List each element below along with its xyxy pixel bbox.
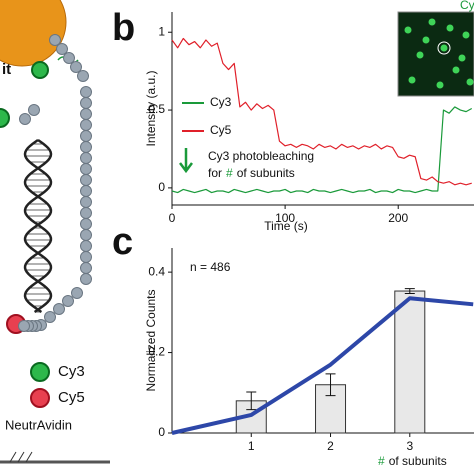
bead xyxy=(44,311,56,323)
annotation: n = 486 xyxy=(190,260,231,274)
inset-label: Cy3 xyxy=(460,0,474,12)
annotation-arrow xyxy=(179,148,193,174)
annotation-part: # xyxy=(226,166,233,180)
bead xyxy=(80,229,92,241)
inset-marker xyxy=(437,41,451,55)
legend-cy3 xyxy=(30,362,50,382)
bead xyxy=(80,185,92,197)
cy3-dye xyxy=(31,61,49,79)
inset-spot xyxy=(462,31,470,39)
x-tick-label: 2 xyxy=(327,439,334,453)
bead xyxy=(80,119,92,131)
x-label-part: # xyxy=(378,454,385,468)
panel-label: c xyxy=(112,221,133,263)
bead xyxy=(18,320,30,332)
inset-spot xyxy=(440,44,448,52)
error-bar xyxy=(246,391,257,411)
inset-spot xyxy=(422,36,430,44)
bead xyxy=(80,240,92,252)
trace xyxy=(171,106,473,194)
error-bar xyxy=(325,373,336,397)
y-tick-label: 0 xyxy=(158,180,165,194)
legend-label: Cy3 xyxy=(58,363,85,380)
surface-label: NeutrAvidin xyxy=(5,417,72,432)
inset-spot xyxy=(428,18,436,26)
inset-spot xyxy=(452,66,460,74)
annotation-part: of subunits xyxy=(237,166,295,180)
bead xyxy=(80,262,92,274)
y-axis-label: Intensity (a.u.) xyxy=(144,70,158,146)
panel-label: b xyxy=(112,7,135,49)
bead xyxy=(71,287,83,299)
bead xyxy=(80,174,92,186)
y-tick-label: 0.4 xyxy=(148,264,165,278)
x-axis-label: Time (s) xyxy=(264,219,308,233)
bead xyxy=(80,163,92,175)
annotation: for # of subunits xyxy=(208,166,295,180)
bead xyxy=(80,141,92,153)
anchor xyxy=(9,451,33,463)
bead xyxy=(19,113,31,125)
model-line xyxy=(171,296,474,435)
cy3-dye xyxy=(0,108,10,128)
bead xyxy=(56,43,68,55)
bead xyxy=(80,130,92,142)
x-axis-label: # of subunits xyxy=(378,454,447,468)
inset-spot xyxy=(408,76,416,84)
inset-spot xyxy=(446,24,454,32)
y-axis-label: Normalized Counts xyxy=(144,289,158,391)
bead xyxy=(80,251,92,263)
subunit-label: it xyxy=(2,61,11,78)
bead xyxy=(80,218,92,230)
diagram: it Cy3 Cy5 NeutrAvidin xyxy=(0,0,110,464)
annotation: Cy3 photobleaching xyxy=(208,149,314,163)
error-bar xyxy=(404,288,415,294)
x-tick-label: 100 xyxy=(275,211,295,225)
legend-label: Cy5 xyxy=(210,123,232,137)
legend-cy5 xyxy=(30,388,50,408)
bead xyxy=(80,207,92,219)
trace xyxy=(171,37,472,186)
x-tick-label: 0 xyxy=(169,211,176,225)
x-label-part: of subunits xyxy=(389,454,447,468)
bead xyxy=(77,70,89,82)
bead xyxy=(80,86,92,98)
x-tick-label: 1 xyxy=(248,439,255,453)
inset-spot xyxy=(416,51,424,59)
annotation-part: for xyxy=(208,166,222,180)
bead xyxy=(53,303,65,315)
x-tick-label: 200 xyxy=(388,211,408,225)
inset-spot xyxy=(436,81,444,89)
bead xyxy=(80,108,92,120)
y-tick-label: 0.5 xyxy=(148,102,165,116)
bead xyxy=(70,61,82,73)
bead xyxy=(28,104,40,116)
bead xyxy=(49,34,61,46)
bead xyxy=(62,295,74,307)
inset-image xyxy=(397,11,474,97)
y-tick-label: 0.2 xyxy=(148,345,165,359)
legend-label: Cy3 xyxy=(210,95,232,109)
y-tick-label: 1 xyxy=(158,24,165,38)
inset-spot xyxy=(458,54,466,62)
bead xyxy=(80,97,92,109)
legend-label: Cy5 xyxy=(58,389,85,406)
subunit-sphere xyxy=(0,0,67,67)
dna-strand xyxy=(23,138,53,314)
inset-spot xyxy=(404,26,412,34)
y-tick-label: 0 xyxy=(158,425,165,439)
bar xyxy=(394,290,426,434)
x-tick-label: 3 xyxy=(406,439,413,453)
inset-spot xyxy=(466,78,474,86)
bead xyxy=(80,152,92,164)
bead xyxy=(80,273,92,285)
bead xyxy=(80,196,92,208)
bead xyxy=(63,52,75,64)
